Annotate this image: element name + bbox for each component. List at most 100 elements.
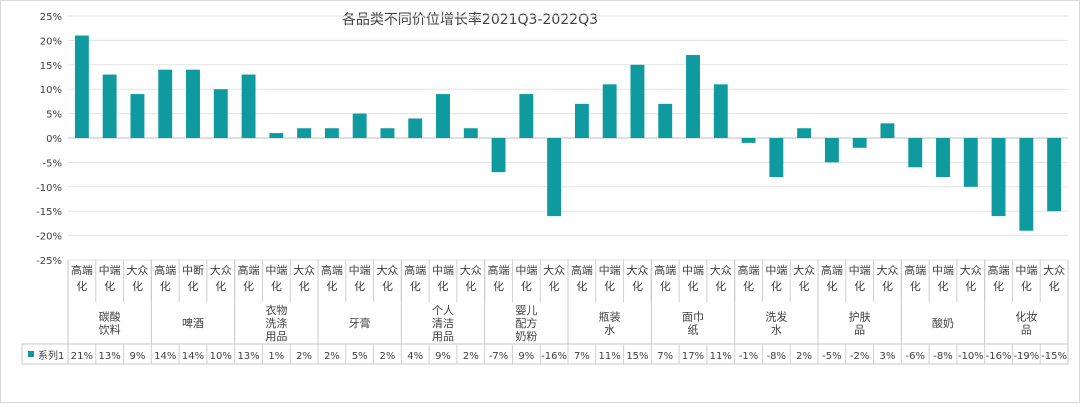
bar xyxy=(574,103,589,138)
y-tick-label: -20% xyxy=(36,232,62,243)
data-label: 9% xyxy=(435,351,451,362)
category-label: 洗发 xyxy=(765,310,787,324)
data-label: 3% xyxy=(880,351,896,362)
bar xyxy=(269,133,284,138)
data-label: 17% xyxy=(682,351,704,362)
sub-category-label: 化 xyxy=(326,279,337,293)
y-tick-label: 20% xyxy=(40,36,62,47)
sub-category-label: 大众 xyxy=(876,263,898,277)
data-label: -1% xyxy=(739,351,758,362)
sub-category-label: 中端 xyxy=(1015,264,1037,277)
bar xyxy=(324,128,339,138)
sub-category-label: 高端 xyxy=(321,263,343,277)
sub-category-label: 中断 xyxy=(182,263,204,277)
sub-category-label: 高端 xyxy=(988,263,1010,277)
category-label: 品 xyxy=(1021,324,1032,337)
data-label: 11% xyxy=(599,351,621,362)
data-label: 2% xyxy=(796,351,812,362)
sub-category-label: 化 xyxy=(132,279,143,293)
sub-category-label: 中端 xyxy=(849,264,871,277)
bar xyxy=(741,138,756,143)
sub-category-label: 化 xyxy=(76,279,87,293)
sub-category-label: 高端 xyxy=(154,263,176,277)
category-label: 纸 xyxy=(688,324,699,337)
sub-category-label: 化 xyxy=(521,279,532,293)
data-label: 7% xyxy=(657,351,673,362)
sub-category-label: 中端 xyxy=(765,264,787,277)
bar xyxy=(380,128,395,138)
y-tick-label: 25% xyxy=(40,12,62,23)
category-label: 用品 xyxy=(432,330,454,343)
data-label: -8% xyxy=(933,351,952,362)
sub-category-label: 大众 xyxy=(543,263,565,277)
data-label: 2% xyxy=(380,351,396,362)
data-label: 10% xyxy=(210,351,232,362)
sub-category-label: 大众 xyxy=(460,263,482,277)
legend-swatch xyxy=(28,351,34,357)
bar xyxy=(797,128,812,138)
bar xyxy=(547,138,562,217)
bar xyxy=(241,74,256,138)
sub-category-label: 高端 xyxy=(71,263,93,277)
sub-category-label: 化 xyxy=(799,279,810,293)
bar xyxy=(880,123,895,138)
data-label: -10% xyxy=(958,351,984,362)
data-label: -8% xyxy=(767,351,786,362)
category-label: 奶粉 xyxy=(515,329,537,343)
sub-category-label: 大众 xyxy=(960,263,982,277)
data-label: 21% xyxy=(71,351,93,362)
sub-category-label: 中端 xyxy=(99,264,121,277)
category-label: 水 xyxy=(604,324,615,337)
sub-category-label: 中端 xyxy=(265,264,287,277)
sub-category-label: 高端 xyxy=(404,263,426,277)
bar xyxy=(463,128,478,138)
sub-category-label: 化 xyxy=(660,279,671,293)
bar xyxy=(963,138,978,187)
sub-category-label: 化 xyxy=(243,279,254,293)
data-label: 14% xyxy=(182,351,204,362)
bar xyxy=(824,138,839,163)
sub-category-label: 化 xyxy=(576,279,587,293)
sub-category-label: 化 xyxy=(993,279,1004,293)
bar xyxy=(130,94,145,138)
data-label: 13% xyxy=(99,351,121,362)
sub-category-label: 化 xyxy=(826,279,837,293)
sub-category-label: 中端 xyxy=(932,264,954,277)
bar xyxy=(908,138,923,168)
category-table: 高端化 21% 中端化 13% 大众化 9% 高端化 14% 中断化 14% 大众化 10% 高端化 13… xyxy=(21,260,1069,365)
bar xyxy=(991,138,1006,217)
sub-category-label: 高端 xyxy=(654,263,676,277)
category-label: 婴儿 xyxy=(515,304,537,317)
sub-category-label: 中端 xyxy=(682,264,704,277)
sub-category-label: 化 xyxy=(549,279,560,293)
category-label: 碳酸 xyxy=(99,310,121,324)
bar xyxy=(1019,138,1034,231)
bar xyxy=(352,113,367,138)
sub-category-label: 化 xyxy=(632,279,643,293)
chart-title: 各品类不同价位增长率2021Q3-2022Q3 xyxy=(342,11,598,28)
data-label: -16% xyxy=(986,351,1012,362)
sub-category-label: 高端 xyxy=(488,263,510,277)
category-label: 清洁 xyxy=(432,317,454,330)
sub-category-label: 化 xyxy=(1021,279,1032,293)
sub-category-label: 大众 xyxy=(793,263,815,277)
bar xyxy=(630,64,645,138)
sub-category-label: 高端 xyxy=(821,263,843,277)
sub-category-label: 化 xyxy=(688,279,699,293)
bar xyxy=(713,84,728,138)
category-label: 面巾 xyxy=(682,310,704,324)
sub-category-label: 化 xyxy=(965,279,976,293)
sub-category-label: 大众 xyxy=(126,263,148,277)
sub-category-label: 中端 xyxy=(515,264,537,277)
category-label: 洗涤 xyxy=(265,316,287,330)
sub-category-label: 化 xyxy=(938,279,949,293)
sub-category-label: 大众 xyxy=(293,263,315,277)
sub-category-label: 高端 xyxy=(738,263,760,277)
category-label: 用品 xyxy=(265,330,287,343)
sub-category-label: 化 xyxy=(271,279,282,293)
y-tick-label: 0% xyxy=(46,134,62,145)
category-label: 衣物 xyxy=(265,303,287,317)
category-label: 水 xyxy=(771,324,782,337)
sub-category-label: 大众 xyxy=(376,263,398,277)
category-label: 护肤 xyxy=(849,310,871,324)
